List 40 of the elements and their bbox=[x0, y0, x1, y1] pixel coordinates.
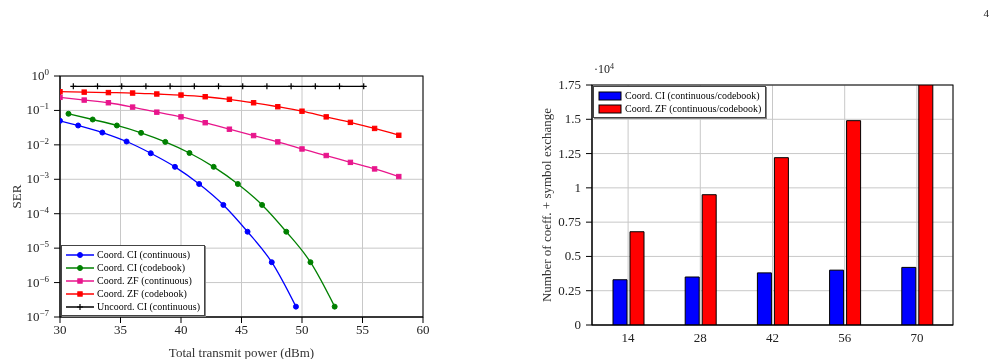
legend-label: Coord. CI (continuous) bbox=[97, 248, 191, 261]
legend-label: Coord. CI (codebook) bbox=[97, 261, 186, 274]
x-tick-label: 40 bbox=[174, 322, 188, 338]
x-tick-label: 56 bbox=[838, 330, 852, 346]
y-tick-label: 10$^{−6}$ bbox=[26, 273, 50, 290]
x-tick-label: 60 bbox=[416, 322, 430, 338]
x-tick-label: 35 bbox=[114, 322, 127, 338]
y-tick-label: 10$^{−5}$ bbox=[26, 239, 50, 256]
text: ·10$^{4}$ bbox=[594, 61, 614, 76]
legend-label: Coord. ZF (continuous) bbox=[97, 274, 192, 287]
y-tick-label: 1 bbox=[574, 179, 581, 195]
y-tick-label: 10$^{−4}$ bbox=[26, 204, 50, 221]
x-tick-label: 14 bbox=[621, 330, 636, 346]
y-tick-label: 1.5 bbox=[564, 111, 581, 127]
y-tick-label: 10$^{−7}$ bbox=[26, 308, 50, 324]
y-axis-title: SER bbox=[8, 184, 24, 209]
y-tick-label: 10$^{−1}$ bbox=[26, 101, 49, 118]
x-tick-label: 45 bbox=[235, 322, 248, 338]
y-axis-title: Number of coeff. + symbol exchange bbox=[538, 107, 554, 303]
y-tick-label: 0 bbox=[574, 317, 581, 332]
y-tick-label: 0.5 bbox=[564, 248, 581, 264]
x-tick-label: 42 bbox=[766, 330, 779, 346]
y-tick-label: 10$^{0}$ bbox=[31, 67, 50, 83]
y-tick-label: 0.75 bbox=[558, 214, 581, 230]
y-tick-label: 1.75 bbox=[558, 77, 581, 92]
x-tick-label: 50 bbox=[295, 322, 309, 338]
legend-label: Coord. ZF (codebook) bbox=[97, 287, 187, 300]
y-tick-label: 1.25 bbox=[558, 145, 581, 161]
y-tick-label: 10$^{−2}$ bbox=[26, 135, 49, 152]
y-tick-label: 10$^{−3}$ bbox=[26, 170, 50, 187]
x-tick-label: 30 bbox=[53, 322, 67, 338]
x-tick-label: 55 bbox=[356, 322, 369, 338]
y-tick-label: 0.25 bbox=[558, 282, 581, 298]
text: 4 bbox=[983, 7, 990, 19]
x-tick-label: 28 bbox=[693, 330, 707, 346]
legend-label: Uncoord. CI (continuous) bbox=[97, 300, 201, 313]
legend-label: Coord. ZF (continuous/codebook) bbox=[625, 102, 762, 115]
x-tick-label: 70 bbox=[910, 330, 924, 346]
x-axis-title: Total transmit power (dBm) bbox=[168, 345, 315, 359]
legend-label: Coord. CI (continuous/codebook) bbox=[625, 89, 760, 102]
